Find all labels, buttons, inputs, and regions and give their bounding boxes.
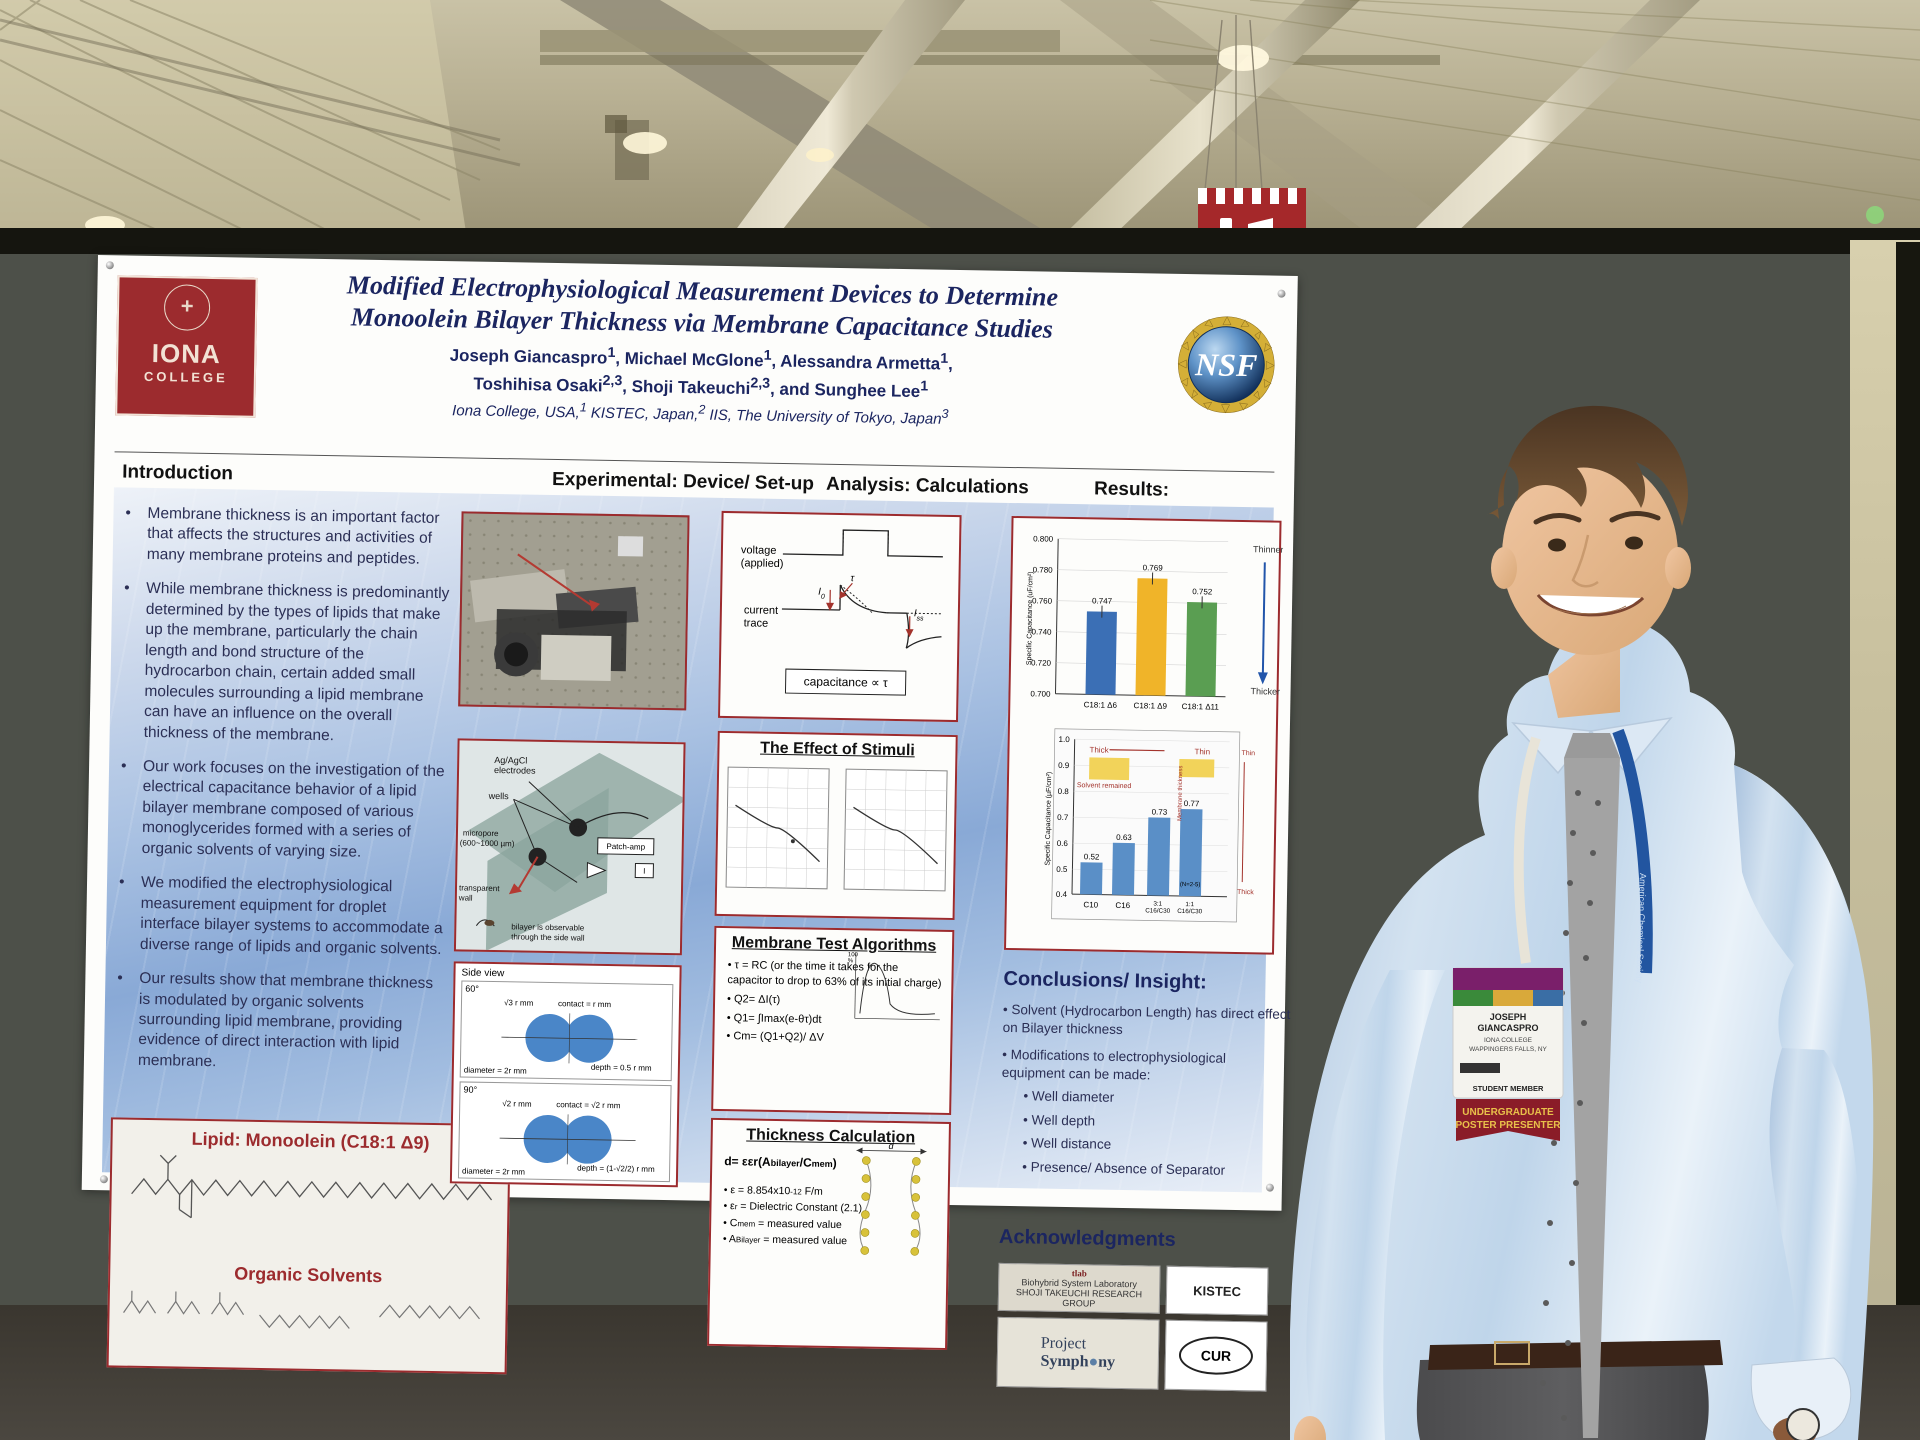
svg-text:micropore: micropore <box>463 828 499 838</box>
svg-text:0.5: 0.5 <box>1056 865 1068 874</box>
svg-text:POSTER PRESENTER: POSTER PRESENTER <box>1455 1120 1561 1131</box>
svg-text:GIANCASPRO: GIANCASPRO <box>1477 1023 1538 1033</box>
svg-text:C16/C30: C16/C30 <box>1145 907 1170 914</box>
svg-text:Iss: Iss <box>914 608 925 622</box>
svg-text:C18:1 Δ9: C18:1 Δ9 <box>1134 701 1168 711</box>
svg-text:0.4: 0.4 <box>1056 890 1068 899</box>
svg-text:0.6: 0.6 <box>1057 839 1069 848</box>
svg-text:0.9: 0.9 <box>1058 761 1070 770</box>
svg-text:NSF: NSF <box>1194 346 1258 383</box>
svg-text:0.760: 0.760 <box>1032 596 1053 605</box>
svg-text:0.720: 0.720 <box>1031 658 1052 667</box>
svg-text:0.77: 0.77 <box>1184 799 1200 808</box>
svg-text:(600~1000 µm): (600~1000 µm) <box>460 838 515 848</box>
svg-text:Membrane thickness: Membrane thickness <box>1177 766 1184 821</box>
svg-text:0.780: 0.780 <box>1033 565 1054 574</box>
svg-text:Patch-amp: Patch-amp <box>606 842 645 852</box>
svg-text:Thicker: Thicker <box>1250 686 1280 697</box>
svg-text:0.7: 0.7 <box>1057 813 1069 822</box>
svg-text:C10: C10 <box>1083 900 1098 909</box>
svg-text:electrodes: electrodes <box>494 765 536 776</box>
svg-text:0.740: 0.740 <box>1031 627 1052 636</box>
svg-text:capacitance ∝ τ: capacitance ∝ τ <box>804 674 889 689</box>
svg-text:τ: τ <box>850 573 855 584</box>
svg-text:current: current <box>744 604 778 617</box>
svg-text:wells: wells <box>488 791 510 801</box>
svg-text:C16/C30: C16/C30 <box>1177 908 1202 915</box>
svg-text:Thick: Thick <box>1089 745 1109 754</box>
svg-text:wall: wall <box>458 893 473 902</box>
svg-text:d: d <box>888 1141 894 1151</box>
svg-text:transparent: transparent <box>459 883 500 893</box>
svg-text:bilayer is observable: bilayer is observable <box>511 922 585 932</box>
svg-text:0.63: 0.63 <box>1116 833 1132 842</box>
svg-text:JOSEPH: JOSEPH <box>1490 1012 1527 1022</box>
svg-text:WAPPINGERS FALLS, NY: WAPPINGERS FALLS, NY <box>1469 1046 1547 1053</box>
svg-text:Specific Capacitance (uF/cm²): Specific Capacitance (uF/cm²) <box>1026 571 1035 665</box>
svg-text:through the side wall: through the side wall <box>511 932 585 942</box>
svg-text:voltage: voltage <box>741 544 777 557</box>
svg-text:C16: C16 <box>1115 901 1130 910</box>
svg-text:0.8: 0.8 <box>1058 787 1070 796</box>
svg-text:Solvent remained: Solvent remained <box>1077 782 1132 790</box>
svg-text:STUDENT MEMBER: STUDENT MEMBER <box>1473 1084 1544 1093</box>
svg-text:Thin: Thin <box>1241 750 1255 757</box>
svg-text:1.0: 1.0 <box>1058 735 1070 744</box>
svg-text:(N=2-5): (N=2-5) <box>1180 882 1201 888</box>
svg-text:%: % <box>848 958 854 964</box>
svg-text:trace: trace <box>744 617 769 629</box>
svg-text:I: I <box>643 867 645 876</box>
svg-text:C18:1 Δ11: C18:1 Δ11 <box>1182 702 1220 712</box>
svg-text:0.747: 0.747 <box>1092 596 1113 605</box>
svg-text:Thinner: Thinner <box>1253 544 1284 555</box>
svg-text:UNDERGRADUATE: UNDERGRADUATE <box>1462 1107 1554 1118</box>
svg-text:0.52: 0.52 <box>1084 852 1100 861</box>
svg-text:0.800: 0.800 <box>1033 534 1054 543</box>
svg-text:0.752: 0.752 <box>1192 587 1213 596</box>
svg-text:0.700: 0.700 <box>1030 689 1051 698</box>
svg-text:C18:1 Δ6: C18:1 Δ6 <box>1084 700 1118 710</box>
svg-text:(applied): (applied) <box>741 557 784 570</box>
svg-text:Thin: Thin <box>1194 747 1210 756</box>
svg-text:I0: I0 <box>818 587 825 601</box>
svg-text:0.769: 0.769 <box>1143 563 1164 572</box>
svg-text:Specific Capacitance (µF/cm²): Specific Capacitance (µF/cm²) <box>1044 772 1053 866</box>
svg-text:0.73: 0.73 <box>1152 807 1168 816</box>
svg-text:Thick: Thick <box>1237 889 1254 896</box>
svg-text:IONA COLLEGE: IONA COLLEGE <box>1484 1037 1533 1044</box>
svg-text:Ag/AgCl: Ag/AgCl <box>494 755 527 766</box>
